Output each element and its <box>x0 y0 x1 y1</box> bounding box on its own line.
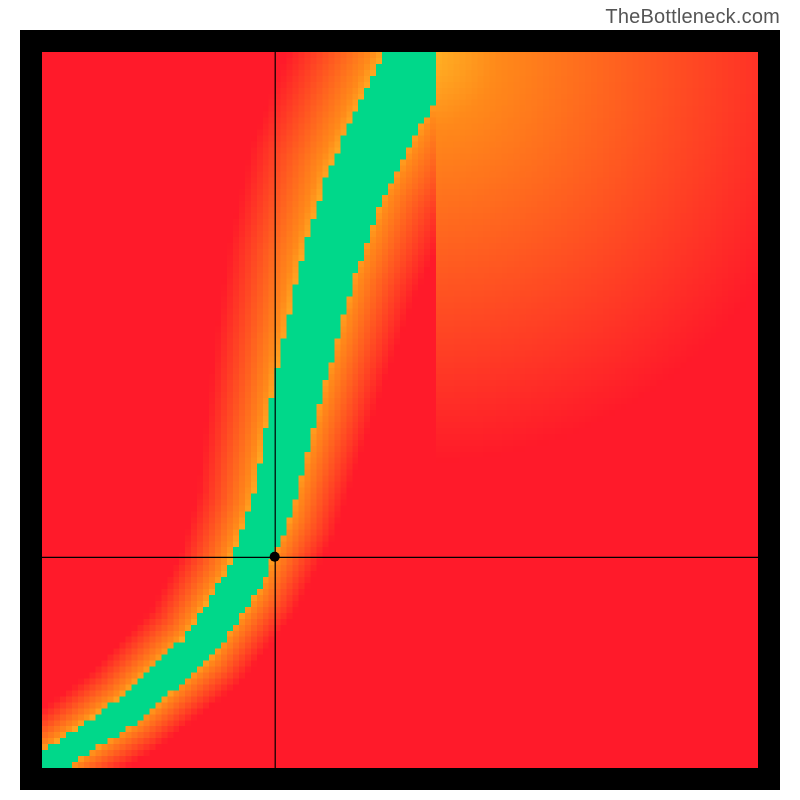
chart-frame <box>20 30 780 790</box>
crosshair-overlay <box>42 52 758 768</box>
watermark-text: TheBottleneck.com <box>605 6 780 29</box>
root-container: TheBottleneck.com <box>0 0 800 800</box>
